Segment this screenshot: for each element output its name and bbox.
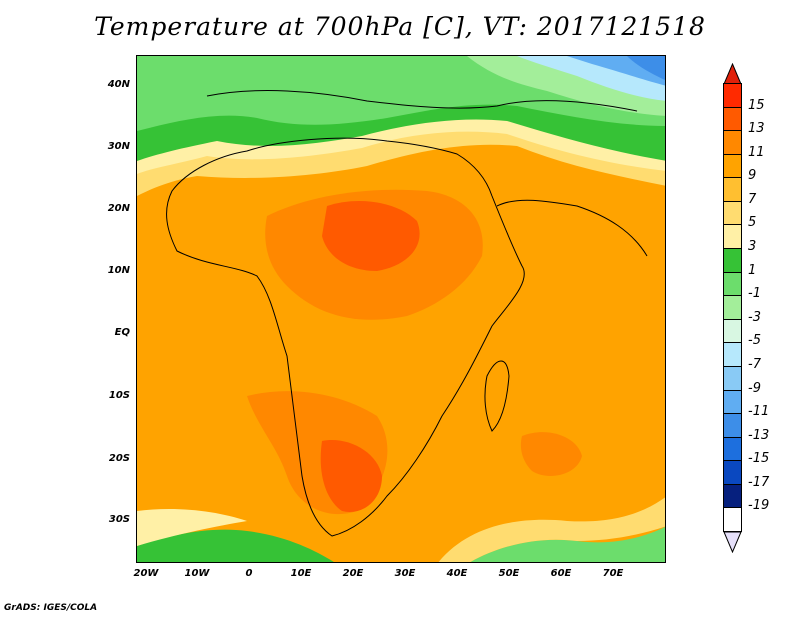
colorbar-segment xyxy=(723,507,742,532)
colorbar-segment xyxy=(723,106,742,132)
lon-label-10w: 10W xyxy=(184,568,210,579)
colorbar-segment xyxy=(723,130,742,155)
credit-text: GrADS: IGES/COLA xyxy=(4,603,98,613)
colorbar-segment xyxy=(723,83,742,108)
colorbar-bottom-triangle xyxy=(723,531,742,553)
lat-label-10s: 10S xyxy=(108,390,130,401)
sahara-hot xyxy=(322,201,420,271)
lat-label-20n: 20N xyxy=(107,203,130,214)
lon-label-20w: 20W xyxy=(133,568,159,579)
lon-label-50e: 50E xyxy=(498,568,520,579)
colorbar xyxy=(723,83,742,532)
band-m13 xyxy=(627,56,665,81)
colorbar-label: -5 xyxy=(748,333,761,349)
band-south-5 xyxy=(438,497,665,562)
lat-label-eq: EQ xyxy=(114,327,130,338)
lon-label-40e: 40E xyxy=(446,568,468,579)
colorbar-label: -11 xyxy=(748,404,770,420)
colorbar-segment xyxy=(723,295,742,320)
indian-ocean-warm xyxy=(520,432,582,476)
arabia-outline xyxy=(496,199,648,257)
lon-label-0: 0 xyxy=(245,568,253,579)
lon-label-20e: 20E xyxy=(342,568,364,579)
colorbar-label: -19 xyxy=(748,498,770,514)
lat-label-30s: 30S xyxy=(108,514,130,525)
lon-label-10e: 10E xyxy=(290,568,312,579)
colorbar-segment xyxy=(723,224,742,250)
colorbar-segment xyxy=(723,200,742,226)
colorbar-label: -15 xyxy=(748,451,770,467)
colorbar-segment xyxy=(723,177,742,202)
colorbar-label: 13 xyxy=(748,121,765,137)
colorbar-segment xyxy=(723,460,742,485)
colorbar-segment xyxy=(723,436,742,462)
colorbar-segment xyxy=(723,413,742,438)
colorbar-label: 3 xyxy=(748,239,757,255)
lon-label-30e: 30E xyxy=(394,568,416,579)
madagascar-outline xyxy=(484,360,510,432)
colorbar-label: -9 xyxy=(748,380,761,396)
colorbar-label: 5 xyxy=(748,215,757,231)
colorbar-label: -13 xyxy=(748,427,770,443)
colorbar-label: -1 xyxy=(748,286,761,302)
colorbar-label: 15 xyxy=(748,97,765,113)
band-south-3 xyxy=(137,509,247,562)
colorbar-label: 7 xyxy=(748,191,757,207)
colorbar-segment xyxy=(723,365,742,391)
lon-label-60e: 60E xyxy=(550,568,572,579)
colorbar-segment xyxy=(723,318,742,344)
colorbar-top-triangle xyxy=(723,63,742,85)
lat-label-10n: 10N xyxy=(107,265,130,276)
colorbar-label: -7 xyxy=(748,356,761,372)
colorbar-label: -3 xyxy=(748,309,761,325)
lon-label-70e: 70E xyxy=(602,568,624,579)
colorbar-segment xyxy=(723,389,742,415)
chart-title: Temperature at 700hPa [C], VT: 201712151… xyxy=(94,12,706,41)
colorbar-label: 9 xyxy=(748,168,757,184)
africa-outline xyxy=(166,137,525,537)
mediterranean-coast xyxy=(206,90,638,112)
colorbar-segment xyxy=(723,342,742,367)
lat-label-20s: 20S xyxy=(108,453,130,464)
lat-label-30n: 30N xyxy=(107,141,130,152)
colorbar-label: -17 xyxy=(748,474,770,490)
colorbar-segment xyxy=(723,483,742,509)
colorbar-label: 11 xyxy=(748,144,765,160)
band-south-m1 xyxy=(470,526,665,562)
lat-label-40n: 40N xyxy=(107,79,130,90)
temperature-map xyxy=(136,55,666,563)
colorbar-label: 1 xyxy=(748,262,757,278)
colorbar-segment xyxy=(723,271,742,297)
colorbar-segment xyxy=(723,248,742,273)
colorbar-segment xyxy=(723,153,742,179)
map-canvas xyxy=(137,56,665,562)
band-south-1 xyxy=(137,529,334,562)
kalahari-hot xyxy=(320,440,382,512)
